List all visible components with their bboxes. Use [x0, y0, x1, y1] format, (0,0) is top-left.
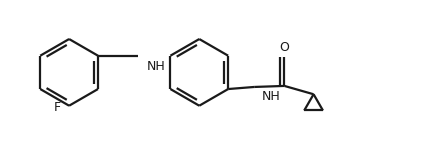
Text: NH: NH — [146, 60, 165, 73]
Text: O: O — [279, 41, 289, 54]
Text: F: F — [53, 101, 61, 114]
Text: NH: NH — [261, 90, 280, 103]
